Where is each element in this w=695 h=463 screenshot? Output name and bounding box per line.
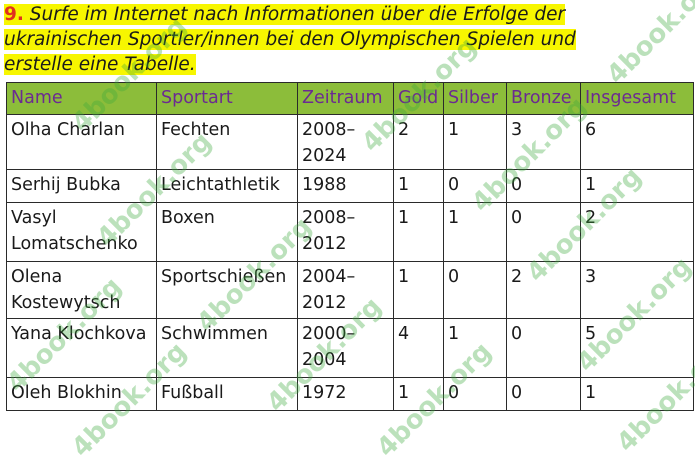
cell-name: Yana Klochkova <box>6 318 157 378</box>
cell-name: Serhij Bubka <box>6 169 157 203</box>
header-silver: Silber <box>443 82 507 115</box>
watermark: 4book.org <box>601 0 695 91</box>
cell-period: 2008–2024 <box>297 114 394 170</box>
cell-gold: 2 <box>393 114 444 170</box>
cell-gold: 1 <box>393 202 444 262</box>
cell-total: 2 <box>580 202 694 262</box>
cell-total: 1 <box>580 377 694 411</box>
cell-sport: Schwimmen <box>156 318 298 378</box>
cell-total: 6 <box>580 114 694 170</box>
cell-bronze: 0 <box>506 202 581 262</box>
cell-period: 2004–2012 <box>297 261 394 319</box>
cell-silver: 0 <box>443 261 507 319</box>
task-number: 9. <box>4 4 24 25</box>
header-gold: Gold <box>393 82 444 115</box>
cell-sport: Sportschießen <box>156 261 298 319</box>
table-row: Olha Charlan Fechten 2008–2024 2 1 3 6 <box>6 114 694 170</box>
cell-name: Olha Charlan <box>6 114 157 170</box>
table-row: Vasyl Lomatschenko Boxen 2008–2012 1 1 0… <box>6 202 694 262</box>
table-row: Serhij Bubka Leichtathletik 1988 1 0 0 1 <box>6 169 694 203</box>
cell-silver: 0 <box>443 169 507 203</box>
cell-gold: 4 <box>393 318 444 378</box>
cell-silver: 1 <box>443 202 507 262</box>
header-total: Insgesamt <box>580 82 694 115</box>
table-row: Oleh Blokhin Fußball 1972 1 0 0 1 <box>6 377 694 411</box>
header-period: Zeitraum <box>297 82 394 115</box>
table-row: Yana Klochkova Schwimmen 2000–2004 4 1 0… <box>6 318 694 378</box>
cell-silver: 0 <box>443 377 507 411</box>
cell-gold: 1 <box>393 377 444 411</box>
header-name: Name <box>6 82 157 115</box>
header-sport: Sportart <box>156 82 298 115</box>
olympic-results-table: Name Sportart Zeitraum Gold Silber Bronz… <box>6 82 694 411</box>
cell-sport: Fechten <box>156 114 298 170</box>
cell-total: 1 <box>580 169 694 203</box>
task-prompt: 9. Surfe im Internet nach Informationen … <box>4 2 604 77</box>
cell-period: 2000–2004 <box>297 318 394 378</box>
cell-sport: Fußball <box>156 377 298 411</box>
table-row: Olena Kostewytsch Sportschießen 2004–201… <box>6 261 694 319</box>
cell-gold: 1 <box>393 169 444 203</box>
cell-bronze: 3 <box>506 114 581 170</box>
cell-total: 3 <box>580 261 694 319</box>
cell-period: 2008–2012 <box>297 202 394 262</box>
cell-period: 1988 <box>297 169 394 203</box>
cell-name: Olena Kostewytsch <box>6 261 157 319</box>
cell-bronze: 0 <box>506 169 581 203</box>
cell-bronze: 0 <box>506 318 581 378</box>
cell-silver: 1 <box>443 318 507 378</box>
cell-sport: Boxen <box>156 202 298 262</box>
cell-name: Oleh Blokhin <box>6 377 157 411</box>
cell-period: 1972 <box>297 377 394 411</box>
cell-bronze: 2 <box>506 261 581 319</box>
cell-silver: 1 <box>443 114 507 170</box>
header-bronze: Bronze <box>506 82 581 115</box>
task-text: Surfe im Internet nach Informationen übe… <box>4 4 576 75</box>
cell-gold: 1 <box>393 261 444 319</box>
cell-bronze: 0 <box>506 377 581 411</box>
cell-sport: Leichtathletik <box>156 169 298 203</box>
header-row: Name Sportart Zeitraum Gold Silber Bronz… <box>6 82 694 115</box>
cell-total: 5 <box>580 318 694 378</box>
cell-name: Vasyl Lomatschenko <box>6 202 157 262</box>
